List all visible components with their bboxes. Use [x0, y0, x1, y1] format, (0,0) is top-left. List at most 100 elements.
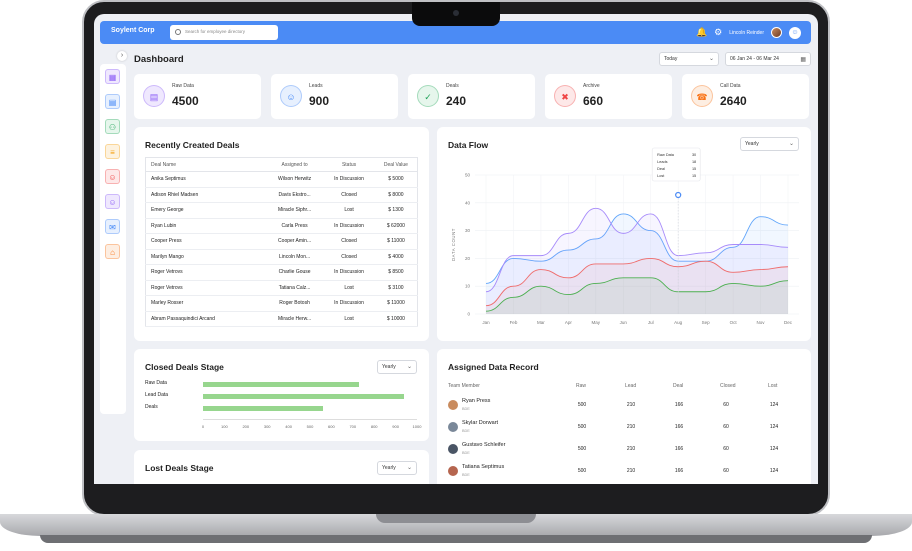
tooltip-value: 30 [692, 153, 696, 157]
column-header: Lead [625, 383, 637, 389]
kpi-card[interactable]: ☺ Leads 900 [271, 74, 398, 119]
table-row[interactable]: Marilyn Mango Lincoln Mon... Closed $ 4000 [145, 249, 418, 265]
kpi-card[interactable]: ▤ Raw Data 4500 [134, 74, 261, 119]
person-icon[interactable]: ☺ [105, 194, 120, 209]
table-cell: Abram Passaquindici Arcand [145, 311, 266, 327]
note-icon[interactable]: ≡ [105, 144, 120, 159]
table-cell: Closed [323, 249, 375, 265]
table-cell: In Discussion [323, 264, 375, 281]
bar[interactable] [203, 394, 405, 399]
date-range-picker[interactable]: 06 Jan 24 - 06 Mar 24 ▦ [725, 52, 811, 66]
cell-closed: 60 [723, 402, 729, 408]
store-icon[interactable]: ⌂ [105, 244, 120, 259]
table-cell: Emery George [145, 202, 266, 219]
user-avatar[interactable] [771, 27, 782, 38]
table-cell: Cooper Press [145, 233, 266, 250]
cell-deal: 166 [674, 402, 684, 408]
bar-row: Deals [145, 404, 425, 412]
data-flow-period-select[interactable]: Yearly ⌄ [740, 137, 799, 151]
table-row[interactable]: Anika Septimus Wilson Herwitz In Discussio… [145, 171, 418, 188]
document-icon[interactable]: ▤ [105, 94, 120, 109]
user-name[interactable]: Lincoln Reinder [729, 29, 764, 36]
kpi-value: 240 [446, 94, 467, 108]
tooltip-value: 15 [692, 174, 696, 178]
period-select[interactable]: Today ⌄ [659, 52, 719, 66]
data-flow-chart: 0 10 20 30 40 50 Jan Feb Mar Apr May Jun Jul Aug Sep Oc… [451, 147, 799, 325]
table-row[interactable]: Tatiana Septimus BDE 500 210 166 60 124 [448, 463, 803, 483]
table-cell: Lost [323, 280, 375, 296]
y-tick-label: 10 [465, 284, 471, 289]
cell-deal: 166 [674, 468, 684, 474]
file-icon: ▤ [143, 85, 165, 107]
member-name: Tatiana Septimus [462, 464, 505, 470]
closed-deals-title: Closed Deals Stage [145, 362, 224, 372]
users-icon[interactable]: ⚇ [105, 119, 120, 134]
profile-menu-icon[interactable]: ☺ [789, 26, 801, 39]
gear-icon[interactable]: ⚙ [714, 27, 723, 37]
table-cell: $ 4000 [374, 249, 418, 265]
avatar [448, 422, 458, 432]
y-tick-label: 40 [465, 200, 471, 205]
table-cell: Davis Ekstro... [265, 187, 324, 203]
table-row[interactable]: Gustavo Schleifer BDE 500 210 166 60 124 [448, 441, 803, 461]
table-row[interactable]: Abram Passaquindici Arcand Miracle Herw..… [145, 311, 418, 327]
x-tick-label: Jan [482, 320, 490, 325]
cell-lead: 210 [626, 402, 636, 408]
contact-icon[interactable]: ☺ [105, 169, 120, 184]
lost-deals-period-select[interactable]: Yearly ⌄ [377, 461, 417, 475]
closed-deals-period-select[interactable]: Yearly ⌄ [377, 360, 417, 374]
cell-lead: 210 [626, 468, 636, 474]
table-row[interactable]: Ryan Lubin Carla Press In Discussion $ 6200… [145, 218, 418, 234]
table-row[interactable]: Roger Vetrovs Tatiana Calz... Lost $ 3100 [145, 280, 418, 296]
assigned-data-title: Assigned Data Record [448, 362, 539, 372]
grid-icon[interactable]: ▦ [105, 69, 120, 84]
table-cell: Miracle Herw... [265, 311, 324, 327]
search-input[interactable]: Search for employee directory [170, 25, 278, 40]
table-row[interactable]: Cooper Press Cooper Amin... Closed $ 11000 [145, 233, 418, 250]
series-line [485, 277, 789, 312]
sidebar: ▦ ▤ ⚇ ≡ ☺ ☺ ✉ ⌂ [100, 64, 126, 414]
cell-raw: 500 [577, 468, 587, 474]
laptop-base-bottom [40, 535, 872, 543]
lost-deals-title: Lost Deals Stage [145, 463, 214, 473]
chevron-down-icon: ⌄ [406, 465, 412, 471]
closed-deals-period-value: Yearly [382, 364, 396, 370]
cell-raw: 500 [577, 424, 587, 430]
tooltip-label: Leads [657, 160, 667, 164]
brand-name: Soylent Corp [111, 27, 155, 34]
x-tick-label: 1000 [412, 424, 422, 429]
kpi-card[interactable]: ✖ Archive 660 [545, 74, 672, 119]
series-area [486, 258, 788, 314]
member-name: Gustavo Schleifer [462, 442, 506, 448]
tooltip-label: Raw Data [657, 153, 675, 157]
page-title: Dashboard [134, 54, 184, 65]
kpi-card[interactable]: ✓ Deals 240 [408, 74, 535, 119]
column-header: Lost [768, 383, 778, 389]
bar[interactable] [203, 406, 323, 411]
table-cell: Tatiana Calz... [265, 280, 324, 296]
x-tick-label: 500 [306, 424, 314, 429]
sidebar-collapse-button[interactable]: › [117, 51, 127, 61]
table-cell: $ 11000 [374, 295, 418, 312]
column-header: Deal Value [374, 157, 418, 172]
member-role: BDE [462, 429, 470, 433]
kpi-card[interactable]: ☎ Call Data 2640 [682, 74, 809, 119]
kpi-value: 4500 [172, 94, 199, 108]
table-row[interactable]: Adison Rhiel Madsen Davis Ekstro... Closed… [145, 187, 418, 203]
table-cell: Roger Vetrovs [145, 280, 266, 296]
bar[interactable] [203, 382, 360, 387]
kpi-value: 660 [583, 94, 604, 108]
x-tick-label: Oct [730, 320, 738, 325]
bell-icon[interactable]: 🔔 [695, 27, 708, 37]
table-row[interactable]: Skylar Dorwart BDE 500 210 166 60 124 [448, 419, 803, 439]
table-row[interactable]: Emery George Miracle Siphr... Lost $ 1300 [145, 202, 418, 219]
column-header: Deal [673, 383, 684, 389]
kpi-label: Archive [583, 83, 600, 89]
table-row[interactable]: Marley Rosser Roger Botosh In Discussion $ … [145, 295, 418, 312]
bar-row: Raw Data [145, 380, 425, 388]
member-role: BDE [462, 473, 470, 477]
mail-icon[interactable]: ✉ [105, 219, 120, 234]
table-row[interactable]: Roger Vetrovs Charlie Gouse In Discussion $… [145, 264, 418, 281]
x-tick-label: 700 [349, 424, 357, 429]
table-row[interactable]: Ryan Press BDE 500 210 166 60 124 [448, 397, 803, 417]
